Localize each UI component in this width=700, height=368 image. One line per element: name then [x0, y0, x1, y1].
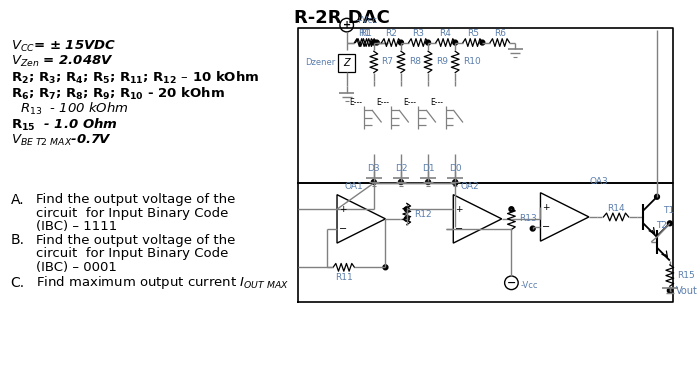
Text: $V_{CC}$= ± 15VDC: $V_{CC}$= ± 15VDC: [10, 39, 116, 54]
Circle shape: [453, 181, 458, 185]
Circle shape: [453, 40, 458, 45]
Circle shape: [383, 265, 388, 270]
Text: +: +: [455, 205, 463, 214]
Text: T1: T1: [663, 206, 674, 215]
Circle shape: [531, 226, 535, 231]
Text: +: +: [542, 203, 550, 212]
Text: $\bf{R_2}$; $\bf{R_3}$; $\bf{R_4}$; $\bf{R_5}$; $\bf{R_{11}}$; $\bf{R_{12}}$ – 1: $\bf{R_2}$; $\bf{R_3}$; $\bf{R_4}$; $\bf…: [10, 70, 259, 86]
Text: OA3: OA3: [589, 177, 608, 185]
Text: E---: E---: [349, 98, 362, 107]
Text: −: −: [339, 224, 347, 234]
Text: R13: R13: [519, 215, 537, 223]
Text: $V_{BE\ T2\ MAX}$-0.7V: $V_{BE\ T2\ MAX}$-0.7V: [10, 133, 111, 148]
Text: OA2: OA2: [461, 183, 479, 191]
Text: $V_{Zen}$ = 2.048V: $V_{Zen}$ = 2.048V: [10, 54, 113, 70]
Bar: [338, 54, 356, 72]
Text: R1: R1: [360, 29, 372, 38]
Text: +: +: [339, 205, 346, 214]
Text: R10: R10: [463, 57, 481, 67]
Text: (IBC) – 1111: (IBC) – 1111: [36, 220, 117, 233]
Text: R5: R5: [467, 29, 479, 38]
Text: −: −: [507, 278, 516, 288]
Text: circuit  for Input Binary Code: circuit for Input Binary Code: [36, 247, 228, 260]
Circle shape: [667, 288, 672, 293]
Text: T2: T2: [656, 221, 667, 230]
Text: -Vcc: -Vcc: [520, 281, 538, 290]
Text: R15: R15: [678, 271, 695, 280]
Text: R7: R7: [382, 57, 393, 67]
Circle shape: [372, 40, 377, 45]
Text: Vout: Vout: [676, 286, 698, 296]
Text: R11: R11: [335, 273, 353, 282]
Text: R9: R9: [436, 57, 448, 67]
Circle shape: [426, 40, 430, 45]
Circle shape: [405, 207, 409, 212]
Circle shape: [374, 40, 379, 45]
Text: D1: D1: [422, 164, 435, 173]
Text: (IBC) – 0001: (IBC) – 0001: [36, 261, 117, 274]
Circle shape: [398, 180, 403, 184]
Text: −: −: [542, 222, 550, 231]
Circle shape: [654, 194, 659, 199]
Text: $\bf{R_6}$; $\bf{R_7}$; $\bf{R_8}$; $\bf{R_9}$; $\bf{R_{10}}$ - 20 kOhm: $\bf{R_6}$; $\bf{R_7}$; $\bf{R_8}$; $\bf…: [10, 86, 224, 102]
Text: circuit  for Input Binary Code: circuit for Input Binary Code: [36, 206, 228, 220]
Circle shape: [453, 180, 458, 184]
Text: −: −: [455, 224, 463, 234]
Circle shape: [426, 180, 430, 184]
Text: Z: Z: [344, 58, 350, 68]
Circle shape: [509, 207, 514, 212]
Circle shape: [372, 180, 377, 184]
Text: Find the output voltage of the: Find the output voltage of the: [36, 193, 235, 206]
Text: $R_{13}$  - 100 kOhm: $R_{13}$ - 100 kOhm: [20, 101, 129, 117]
Circle shape: [667, 221, 672, 226]
Text: D0: D0: [449, 164, 461, 173]
Text: Find maximum output current $\it{I_{OUT\ MAX}}$: Find maximum output current $\it{I_{OUT\…: [36, 274, 289, 291]
Text: $\bf{R_{15}}$  - 1.0 Ohm: $\bf{R_{15}}$ - 1.0 Ohm: [10, 117, 118, 133]
Text: R3: R3: [412, 29, 424, 38]
Text: OA1: OA1: [344, 183, 363, 191]
Text: A.: A.: [10, 192, 25, 206]
Text: R14: R14: [607, 204, 625, 213]
Text: E---: E---: [403, 98, 416, 107]
Text: D3: D3: [368, 164, 380, 173]
Text: E---: E---: [377, 98, 389, 107]
Text: R4: R4: [440, 29, 452, 38]
Text: R12: R12: [414, 209, 432, 219]
Text: C.: C.: [10, 276, 25, 290]
Circle shape: [405, 216, 409, 221]
Text: R6: R6: [494, 29, 506, 38]
Text: R1: R1: [358, 29, 370, 38]
Text: +: +: [342, 20, 351, 30]
Text: Find the output voltage of the: Find the output voltage of the: [36, 234, 235, 247]
Text: R-2R DAC: R-2R DAC: [294, 9, 390, 27]
Text: R2: R2: [385, 29, 397, 38]
Text: R8: R8: [409, 57, 421, 67]
Circle shape: [480, 40, 485, 45]
Text: E---: E---: [430, 98, 444, 107]
Circle shape: [398, 40, 403, 45]
Text: D2: D2: [395, 164, 407, 173]
Text: +Vcc: +Vcc: [356, 16, 377, 25]
Text: B.: B.: [10, 233, 25, 247]
Text: Dzener: Dzener: [304, 59, 335, 67]
